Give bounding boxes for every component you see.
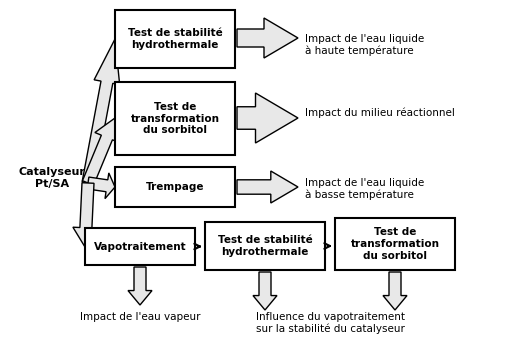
Polygon shape bbox=[128, 267, 152, 305]
Polygon shape bbox=[82, 39, 120, 184]
Polygon shape bbox=[237, 18, 298, 58]
Bar bbox=[115, 167, 235, 207]
Bar bbox=[115, 82, 235, 155]
Text: Impact du milieu réactionnel: Impact du milieu réactionnel bbox=[305, 108, 455, 119]
Bar bbox=[335, 218, 455, 270]
Text: Impact de l'eau liquide
à haute température: Impact de l'eau liquide à haute températ… bbox=[305, 34, 424, 56]
Text: Influence du vapotraitement
sur la stabilité du catalyseur: Influence du vapotraitement sur la stabi… bbox=[256, 312, 404, 334]
Text: Test de stabilité
hydrothermale: Test de stabilité hydrothermale bbox=[218, 235, 312, 257]
Polygon shape bbox=[73, 183, 99, 247]
Text: Test de
transformation
du sorbitol: Test de transformation du sorbitol bbox=[130, 102, 219, 135]
Polygon shape bbox=[237, 171, 298, 203]
Text: Impact de l'eau vapeur: Impact de l'eau vapeur bbox=[80, 312, 200, 322]
Text: Test de stabilité
hydrothermale: Test de stabilité hydrothermale bbox=[128, 28, 222, 50]
Polygon shape bbox=[383, 272, 407, 310]
Bar bbox=[85, 228, 195, 265]
Polygon shape bbox=[253, 272, 277, 310]
Text: Test de
transformation
du sorbitol: Test de transformation du sorbitol bbox=[350, 227, 440, 261]
Text: Vapotraitement: Vapotraitement bbox=[94, 242, 186, 251]
Bar bbox=[115, 10, 235, 68]
Text: Catalyseur
Pt/SA: Catalyseur Pt/SA bbox=[18, 167, 85, 189]
Polygon shape bbox=[237, 93, 298, 143]
Polygon shape bbox=[87, 173, 115, 198]
Text: Impact de l'eau liquide
à basse température: Impact de l'eau liquide à basse températ… bbox=[305, 178, 424, 200]
Text: Trempage: Trempage bbox=[146, 182, 204, 192]
Bar bbox=[205, 222, 325, 270]
Polygon shape bbox=[83, 118, 119, 185]
